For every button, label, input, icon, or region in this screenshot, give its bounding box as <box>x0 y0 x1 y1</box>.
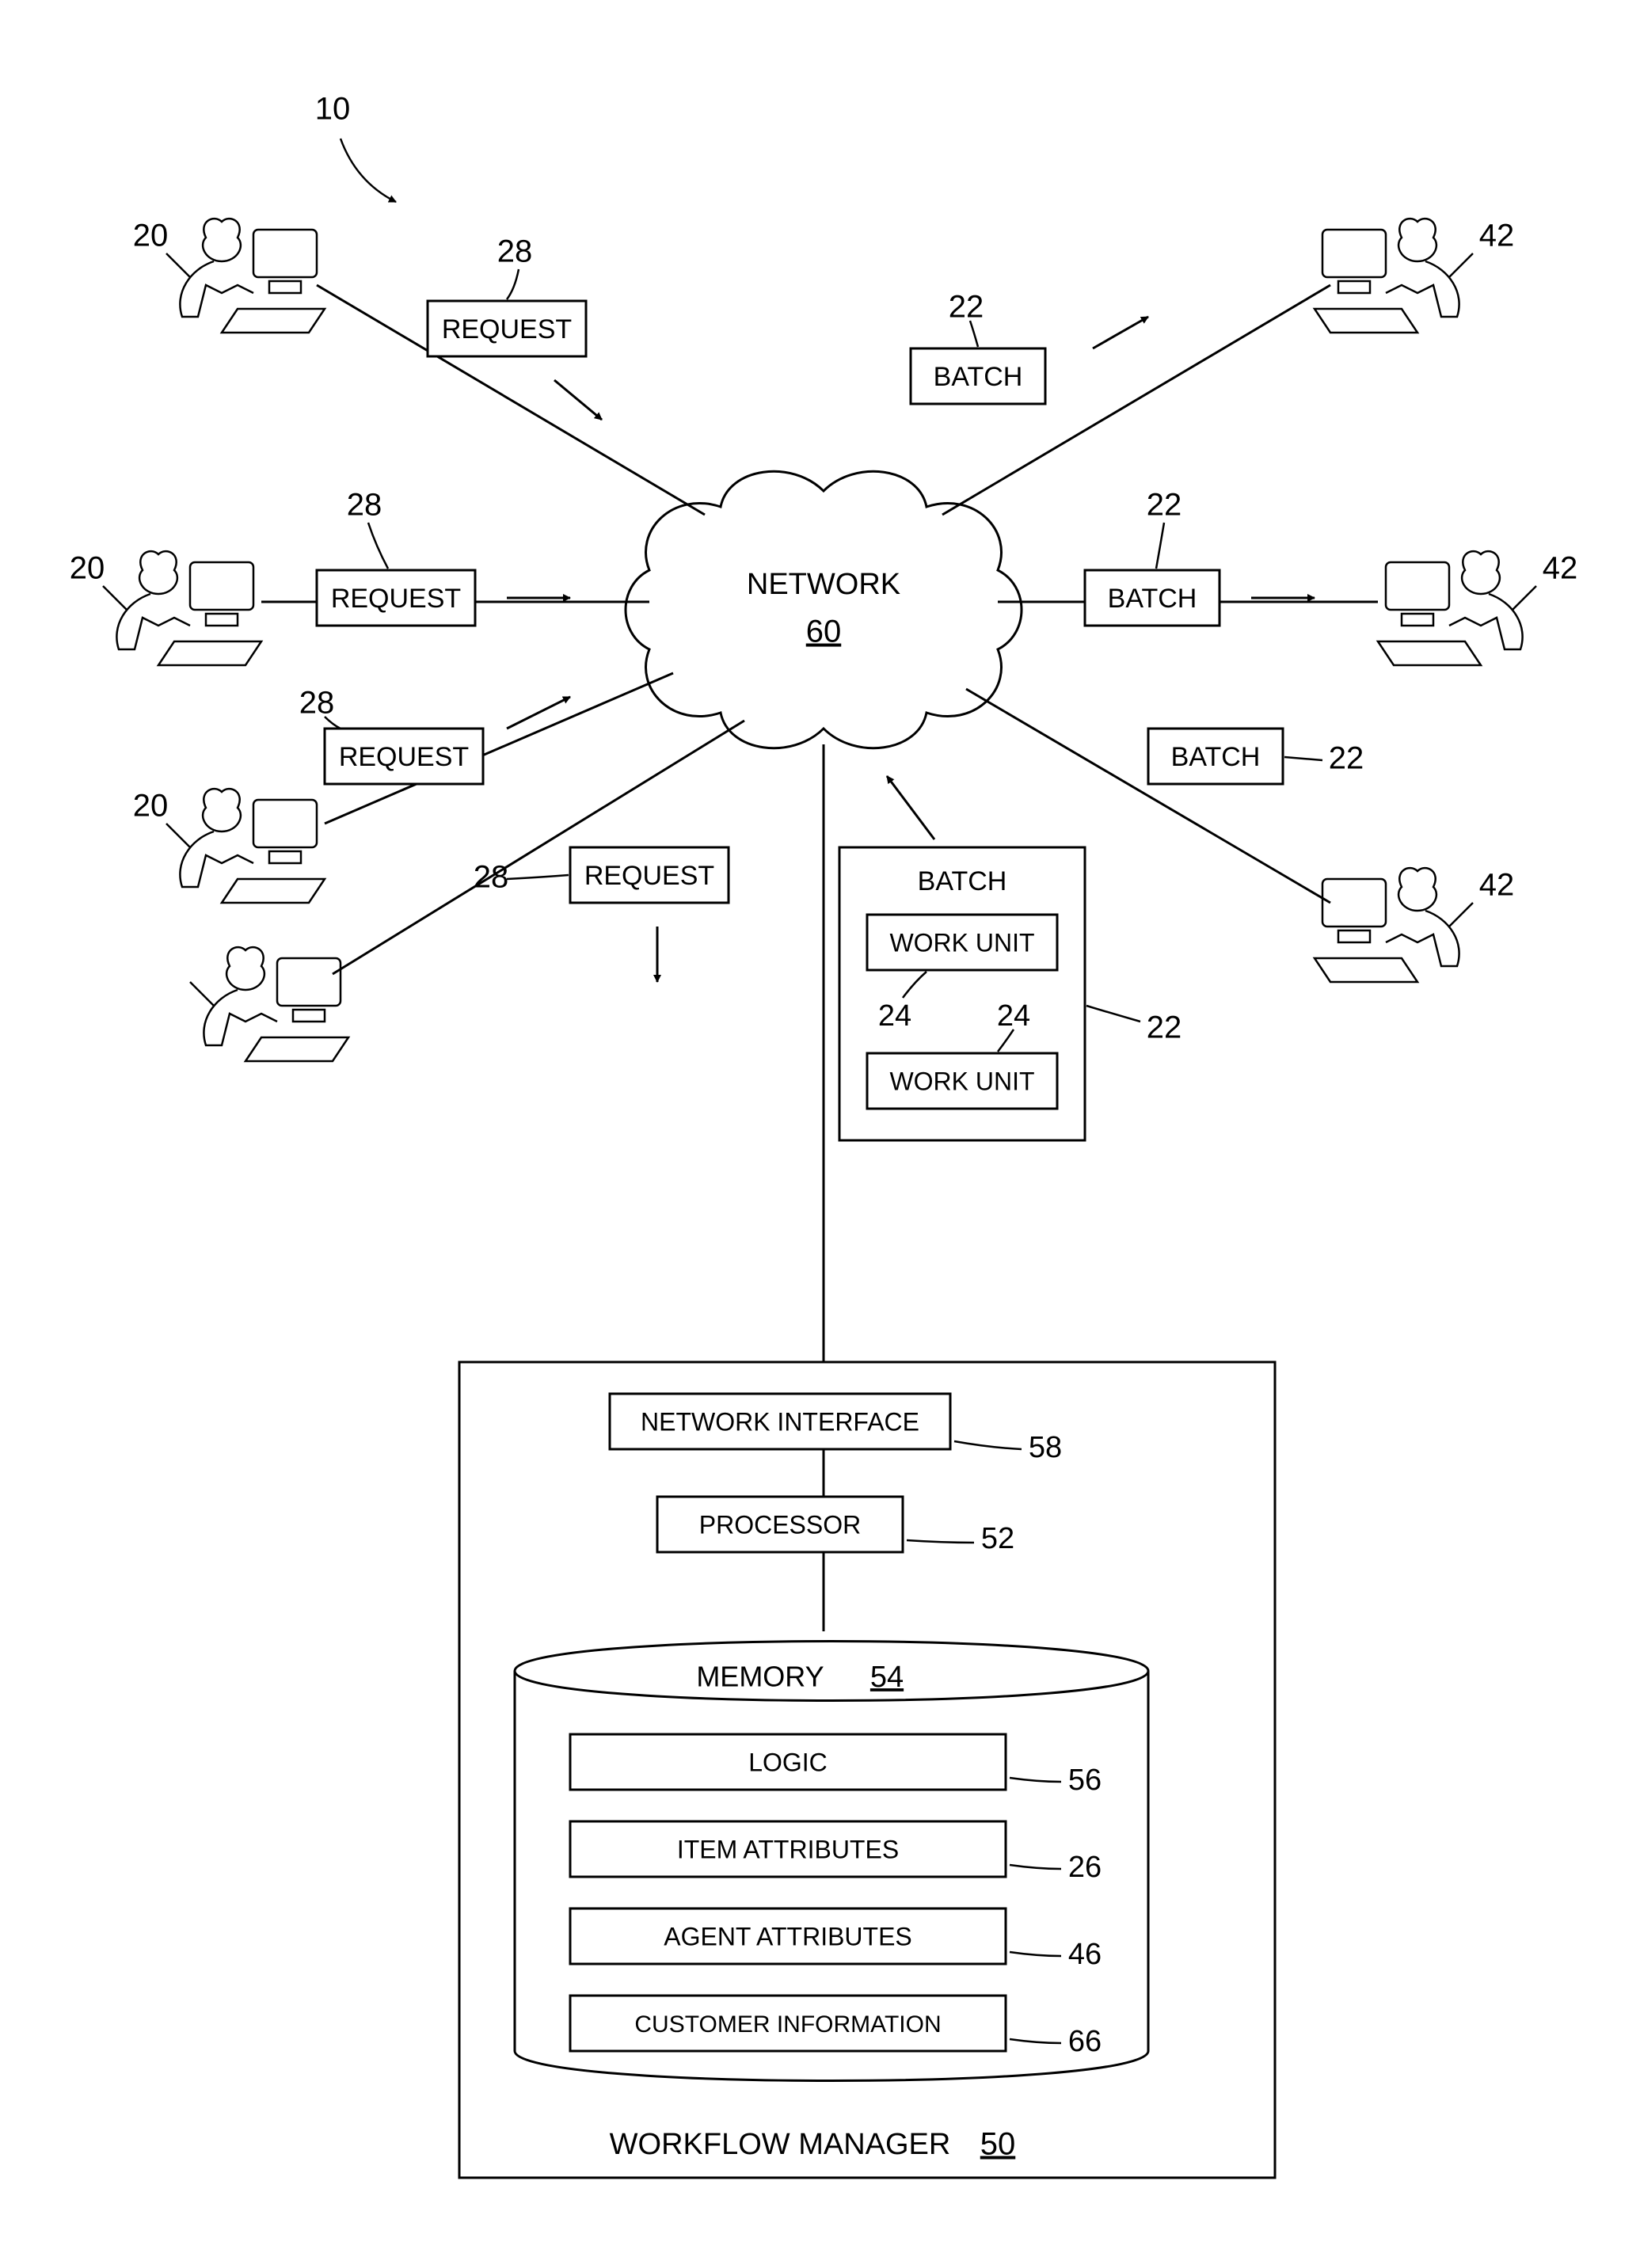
workflow-manager-ref: 50 <box>980 2127 1016 2162</box>
memory-item-0-label: LOGIC <box>748 1748 828 1776</box>
memory-item-2-ref: 46 <box>1068 1938 1102 1971</box>
network-label: NETWORK <box>747 568 900 601</box>
work-unit-ref-2: 24 <box>997 999 1030 1033</box>
batch-box-1: BATCH 22 <box>911 290 1148 404</box>
request-3-ref: 28 <box>299 686 335 721</box>
batch-detail-label: BATCH <box>918 866 1007 896</box>
customer-2 <box>103 551 261 665</box>
workflow-manager-title: WORKFLOW MANAGER <box>610 2128 951 2161</box>
batch-3-ref: 22 <box>1329 741 1364 776</box>
batch-box-2: BATCH 22 <box>1085 488 1315 626</box>
work-unit-ref-1: 24 <box>878 999 911 1033</box>
batch-2-ref: 22 <box>1147 488 1182 523</box>
ref-main-leader <box>341 139 396 202</box>
agent-2 <box>1378 551 1536 665</box>
memory-item-2-label: AGENT ATTRIBUTES <box>664 1922 912 1950</box>
request-2-ref: 28 <box>347 488 382 523</box>
customer-2-ref: 20 <box>70 551 105 586</box>
customer-3 <box>166 789 325 903</box>
memory-ref: 54 <box>870 1661 904 1694</box>
memory-item-3-label: CUSTOMER INFORMATION <box>634 2011 941 2038</box>
agent-2-ref: 42 <box>1543 551 1578 586</box>
request-box-1: REQUEST 28 <box>428 234 602 420</box>
batch-1-ref: 22 <box>949 290 984 325</box>
work-unit-2-label: WORK UNIT <box>889 1067 1034 1095</box>
batch-detail-ref: 22 <box>1147 1010 1182 1045</box>
diagram-root: 10 NETWORK 60 20 20 <box>0 0 1640 2268</box>
customer-3-ref: 20 <box>133 789 169 824</box>
request-4-ref: 28 <box>474 860 509 895</box>
processor-label: PROCESSOR <box>699 1510 861 1539</box>
processor-ref: 52 <box>981 1522 1014 1555</box>
request-box-4: REQUEST 28 <box>474 847 729 982</box>
agent-3-ref: 42 <box>1479 868 1515 903</box>
request-1-ref: 28 <box>497 234 533 269</box>
memory-item-1-label: ITEM ATTRIBUTES <box>677 1835 899 1863</box>
customer-1 <box>166 219 325 333</box>
memory-item-3-ref: 66 <box>1068 2025 1102 2058</box>
memory-label: MEMORY <box>696 1661 824 1693</box>
network-ref: 60 <box>806 615 842 649</box>
customer-4 <box>190 947 348 1061</box>
workflow-manager-box: WORKFLOW MANAGER 50 NETWORK INTERFACE 58… <box>459 1362 1275 2178</box>
work-unit-1-label: WORK UNIT <box>889 928 1034 957</box>
batch-box-3: BATCH 22 <box>1148 729 1364 784</box>
request-3-label: REQUEST <box>339 742 469 772</box>
memory-item-0-ref: 56 <box>1068 1764 1102 1797</box>
memory-item-1-ref: 26 <box>1068 1851 1102 1884</box>
request-2-label: REQUEST <box>331 584 461 614</box>
batch-detail-box: BATCH WORK UNIT WORK UNIT 24 24 22 <box>839 776 1181 1140</box>
agent-1 <box>1315 219 1473 333</box>
batch-2-label: BATCH <box>1108 584 1197 614</box>
request-4-label: REQUEST <box>584 861 714 891</box>
batch-1-label: BATCH <box>934 362 1023 392</box>
customer-1-ref: 20 <box>133 219 169 253</box>
network-interface-ref: 58 <box>1029 1431 1062 1464</box>
agent-1-ref: 42 <box>1479 219 1515 253</box>
network-cloud: NETWORK 60 <box>626 471 1022 748</box>
request-box-2: REQUEST 28 <box>317 488 570 626</box>
agent-3 <box>1315 868 1473 982</box>
network-interface-label: NETWORK INTERFACE <box>641 1407 919 1436</box>
request-1-label: REQUEST <box>442 314 572 344</box>
batch-3-label: BATCH <box>1171 742 1261 772</box>
ref-main: 10 <box>315 92 351 127</box>
